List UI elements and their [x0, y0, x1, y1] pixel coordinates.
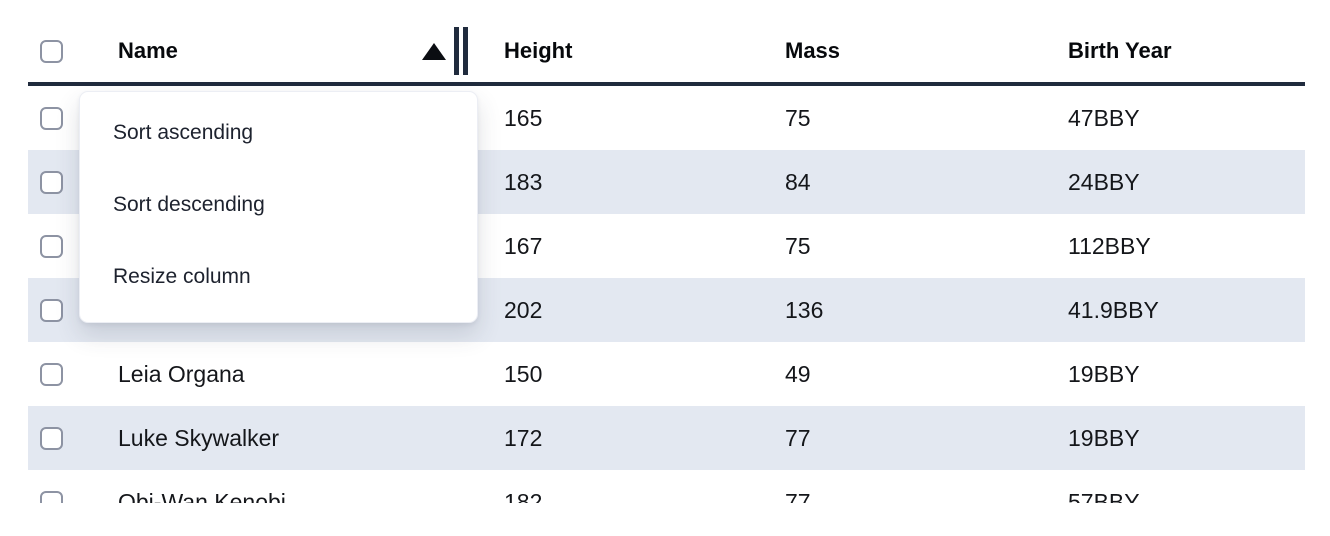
select-all-checkbox[interactable] [40, 39, 63, 63]
cell-height: 165 [504, 104, 543, 131]
cell-height: 150 [504, 360, 543, 387]
grid-header-row: Name Height Mass Birth Year [28, 0, 1305, 86]
cell-name: Luke Skywalker [118, 424, 280, 451]
cell-birth-year: 47BBY [1068, 104, 1140, 131]
cell-height: 183 [504, 168, 543, 195]
column-actions-menu: Sort ascending Sort descending Resize co… [79, 91, 478, 323]
menu-item-sort-ascending[interactable]: Sort ascending [113, 121, 254, 144]
row-select-cell [28, 426, 90, 450]
cell-name: Obi-Wan Kenobi [118, 488, 286, 504]
cell-mass: 136 [785, 296, 824, 323]
menu-item-sort-descending[interactable]: Sort descending [113, 193, 265, 216]
column-header-mass-label: Mass [785, 38, 841, 63]
data-grid-viewport: Name Height Mass Birth Year 165 75 47BBY [28, 0, 1305, 503]
column-header-mass[interactable]: Mass [757, 20, 1040, 82]
column-resize-handle[interactable] [454, 27, 468, 75]
cell-birth-year: 112BBY [1068, 232, 1151, 259]
cell-name: Leia Organa [118, 360, 245, 387]
row-checkbox[interactable] [40, 106, 63, 130]
column-header-name[interactable]: Name [90, 20, 476, 82]
column-header-birth-year[interactable]: Birth Year [1040, 20, 1305, 82]
row-select-cell [28, 234, 90, 258]
table-row: Luke Skywalker 172 77 19BBY [28, 406, 1305, 470]
column-header-birth-year-label: Birth Year [1068, 38, 1172, 63]
cell-mass: 77 [785, 488, 811, 504]
column-header-height-label: Height [504, 38, 573, 63]
cell-mass: 75 [785, 104, 811, 131]
menu-item-resize-column[interactable]: Resize column [113, 265, 251, 288]
cell-height: 182 [504, 488, 543, 504]
triangle-up-icon [422, 42, 446, 60]
row-checkbox[interactable] [40, 362, 63, 386]
table-row: Leia Organa 150 49 19BBY [28, 342, 1305, 406]
row-checkbox[interactable] [40, 170, 63, 194]
cell-height: 172 [504, 424, 543, 451]
table-row: Obi-Wan Kenobi 182 77 57BBY [28, 470, 1305, 503]
cell-mass: 49 [785, 360, 811, 387]
column-header-height[interactable]: Height [476, 20, 757, 82]
row-select-cell [28, 106, 90, 130]
row-select-cell [28, 170, 90, 194]
row-checkbox[interactable] [40, 234, 63, 258]
name-header-icons [422, 27, 468, 75]
column-header-name-label: Name [118, 38, 178, 63]
cell-mass: 75 [785, 232, 811, 259]
cell-birth-year: 24BBY [1068, 168, 1140, 195]
row-select-cell [28, 362, 90, 386]
cell-birth-year: 41.9BBY [1068, 296, 1159, 323]
cell-mass: 84 [785, 168, 811, 195]
row-checkbox[interactable] [40, 426, 63, 450]
row-select-cell [28, 298, 90, 322]
select-all-cell [28, 39, 90, 63]
cell-mass: 77 [785, 424, 811, 451]
cell-birth-year: 19BBY [1068, 360, 1140, 387]
row-checkbox[interactable] [40, 298, 63, 322]
row-checkbox[interactable] [40, 490, 63, 503]
cell-birth-year: 57BBY [1068, 488, 1140, 504]
cell-birth-year: 19BBY [1068, 424, 1140, 451]
cell-height: 202 [504, 296, 543, 323]
row-select-cell [28, 490, 90, 503]
cell-height: 167 [504, 232, 543, 259]
